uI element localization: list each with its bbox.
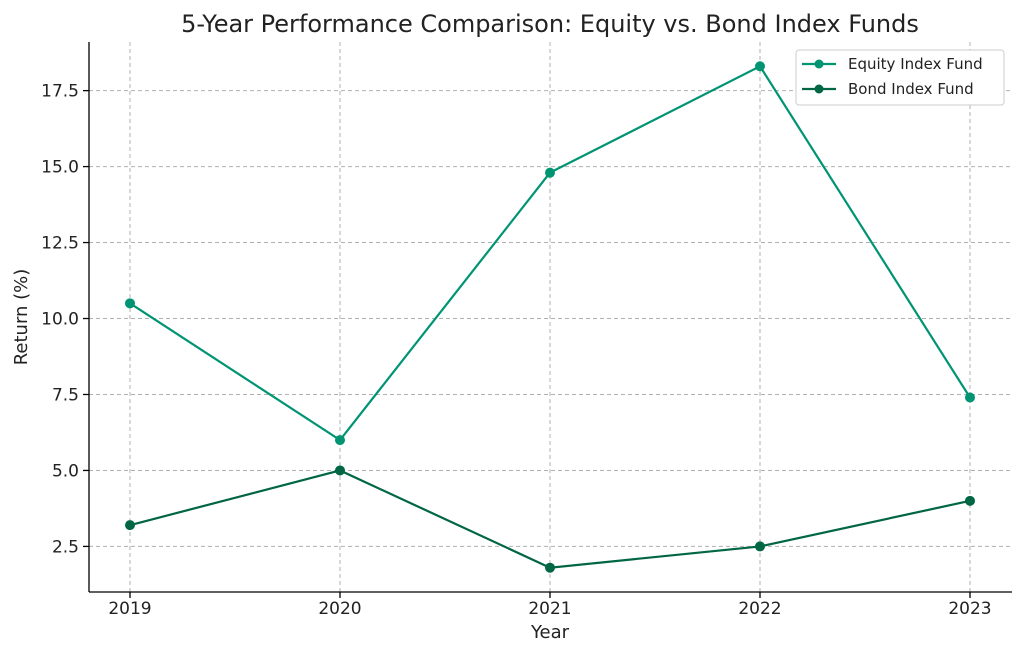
legend-box — [795, 49, 1005, 106]
x-tick-label: 2022 — [738, 599, 781, 619]
x-tick-label: 2023 — [948, 599, 991, 619]
data-point — [755, 61, 765, 72]
y-tick-label: 17.5 — [41, 82, 79, 102]
x-tick-label: 2021 — [528, 599, 571, 619]
x-axis-label: Year — [530, 622, 570, 643]
legend-label: Bond Index Fund — [848, 80, 974, 98]
series-bond — [125, 465, 975, 573]
y-axis-label: Return (%) — [11, 269, 32, 366]
legend-marker — [814, 59, 824, 69]
data-point — [335, 465, 345, 476]
grid — [89, 42, 1012, 592]
y-tick-label: 7.5 — [52, 385, 79, 405]
y-tick-label: 5.0 — [52, 461, 79, 481]
data-point — [335, 435, 345, 446]
legend-label: Equity Index Fund — [848, 55, 983, 73]
series-group — [125, 61, 975, 573]
y-tick-label: 2.5 — [52, 537, 79, 557]
x-axis-ticks: 2019 2020 2021 2022 2023 — [108, 592, 992, 619]
data-point — [125, 298, 135, 309]
y-tick-label: 15.0 — [41, 158, 79, 178]
x-tick-label: 2019 — [108, 599, 151, 619]
x-tick-label: 2020 — [318, 599, 361, 619]
data-point — [125, 520, 135, 531]
data-point — [545, 562, 555, 573]
y-axis-ticks: 2.5 5.0 7.5 10.0 12.5 15.0 17.5 — [41, 82, 89, 557]
data-point — [965, 495, 975, 506]
data-point — [755, 541, 765, 552]
legend: Equity Index Fund Bond Index Fund — [795, 49, 1005, 106]
data-point — [545, 167, 555, 178]
y-tick-label: 12.5 — [41, 234, 79, 254]
chart-title: 5-Year Performance Comparison: Equity vs… — [181, 10, 919, 38]
data-point — [965, 392, 975, 403]
legend-marker — [814, 84, 824, 94]
y-tick-label: 10.0 — [41, 310, 79, 330]
series-equity — [125, 61, 975, 446]
